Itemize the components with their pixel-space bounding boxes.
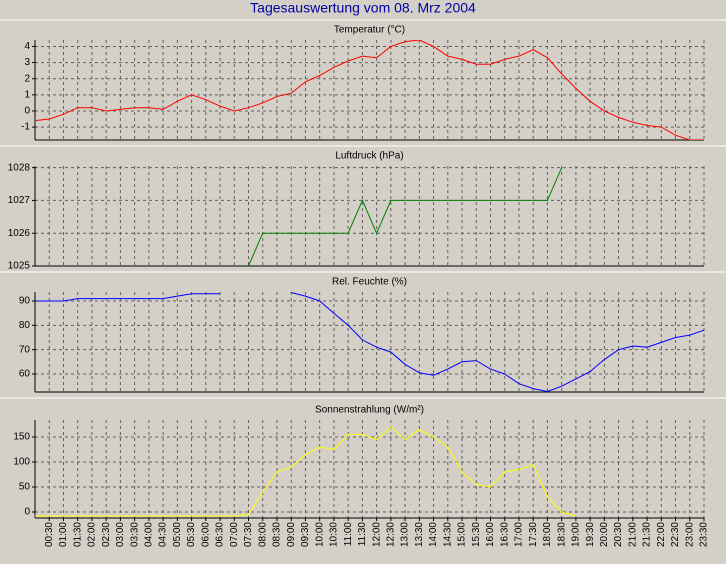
x-tick-label: 06:00: [200, 522, 211, 547]
data-line: [35, 426, 577, 517]
x-tick-label: 18:30: [556, 522, 567, 547]
x-tick-label: 15:00: [457, 522, 468, 547]
x-tick-label: 08:00: [257, 522, 268, 547]
x-tick-label: 18:00: [542, 522, 553, 547]
x-tick-label: 17:00: [514, 522, 525, 547]
x-tick-label: 21:30: [642, 522, 653, 547]
x-tick-label: 19:30: [585, 522, 596, 547]
x-tick-label: 17:30: [528, 522, 539, 547]
x-tick-label: 07:00: [229, 522, 240, 547]
chart-title: Luftdruck (hPa): [335, 151, 403, 162]
x-tick-label: 23:30: [699, 522, 710, 547]
x-tick-label: 20:30: [613, 522, 624, 547]
x-tick-label: 21:00: [627, 522, 638, 547]
x-tick-label: 12:00: [371, 522, 382, 547]
data-line: [35, 292, 705, 392]
x-tick-label: 05:00: [172, 522, 183, 547]
y-tick-label: 2: [24, 73, 30, 84]
y-tick-label: 1025: [8, 261, 31, 272]
x-tick-label: 09:30: [300, 522, 311, 547]
x-tick-label: 03:00: [115, 522, 126, 547]
y-tick-label: 0: [24, 106, 30, 117]
y-tick-label: 4: [24, 41, 30, 52]
x-tick-label: 20:00: [599, 522, 610, 547]
x-tick-label: 13:00: [400, 522, 411, 547]
x-tick-label: 04:00: [144, 522, 155, 547]
x-tick-label: 10:30: [329, 522, 340, 547]
y-tick-label: 150: [13, 432, 30, 443]
x-tick-label: 22:00: [656, 522, 667, 547]
x-tick-label: 16:00: [485, 522, 496, 547]
y-tick-label: 1027: [8, 195, 31, 206]
x-tick-label: 00:30: [44, 522, 55, 547]
x-tick-label: 22:30: [670, 522, 681, 547]
x-tick-label: 07:30: [243, 522, 254, 547]
y-tick-label: 1: [24, 89, 30, 100]
y-tick-label: 60: [19, 369, 31, 380]
y-tick-label: 0: [24, 507, 30, 518]
x-tick-label: 11:30: [357, 522, 368, 547]
x-tick-label: 09:00: [286, 522, 297, 547]
x-tick-label: 15:30: [471, 522, 482, 547]
x-tick-label: 19:00: [571, 522, 582, 547]
y-tick-label: 50: [19, 482, 31, 493]
x-tick-label: 01:30: [72, 522, 83, 547]
y-tick-label: 80: [19, 320, 31, 331]
x-tick-label: 01:00: [58, 522, 69, 547]
data-line: [248, 167, 563, 266]
x-tick-label: 14:30: [442, 522, 453, 547]
x-tick-label: 08:30: [272, 522, 283, 547]
y-tick-label: 90: [19, 296, 31, 307]
data-line: [35, 40, 704, 140]
x-tick-label: 23:00: [684, 522, 695, 547]
y-tick-label: 70: [19, 344, 31, 355]
x-tick-label: 12:30: [385, 522, 396, 547]
x-tick-label: 06:30: [215, 522, 226, 547]
y-tick-label: 100: [13, 457, 30, 468]
x-tick-label: 02:00: [87, 522, 98, 547]
y-tick-label: -1: [21, 122, 30, 133]
x-tick-label: 14:00: [428, 522, 439, 547]
x-tick-label: 02:30: [101, 522, 112, 547]
x-tick-label: 04:30: [158, 522, 169, 547]
x-tick-label: 11:00: [343, 522, 354, 547]
y-tick-label: 1026: [8, 228, 31, 239]
x-tick-label: 03:30: [129, 522, 140, 547]
page-title: Tagesauswertung vom 08. Mrz 2004: [250, 0, 476, 16]
x-tick-label: 13:30: [414, 522, 425, 547]
x-tick-label: 10:00: [314, 522, 325, 547]
chart-title: Rel. Feuchte (%): [332, 277, 407, 288]
chart-title: Temperatur (°C): [334, 25, 405, 36]
x-tick-label: 16:30: [499, 522, 510, 547]
x-tick-label: 05:30: [186, 522, 197, 547]
y-tick-label: 1028: [8, 162, 31, 173]
y-tick-label: 3: [24, 57, 30, 68]
chart-title: Sonnenstrahlung (W/m²): [315, 405, 424, 416]
